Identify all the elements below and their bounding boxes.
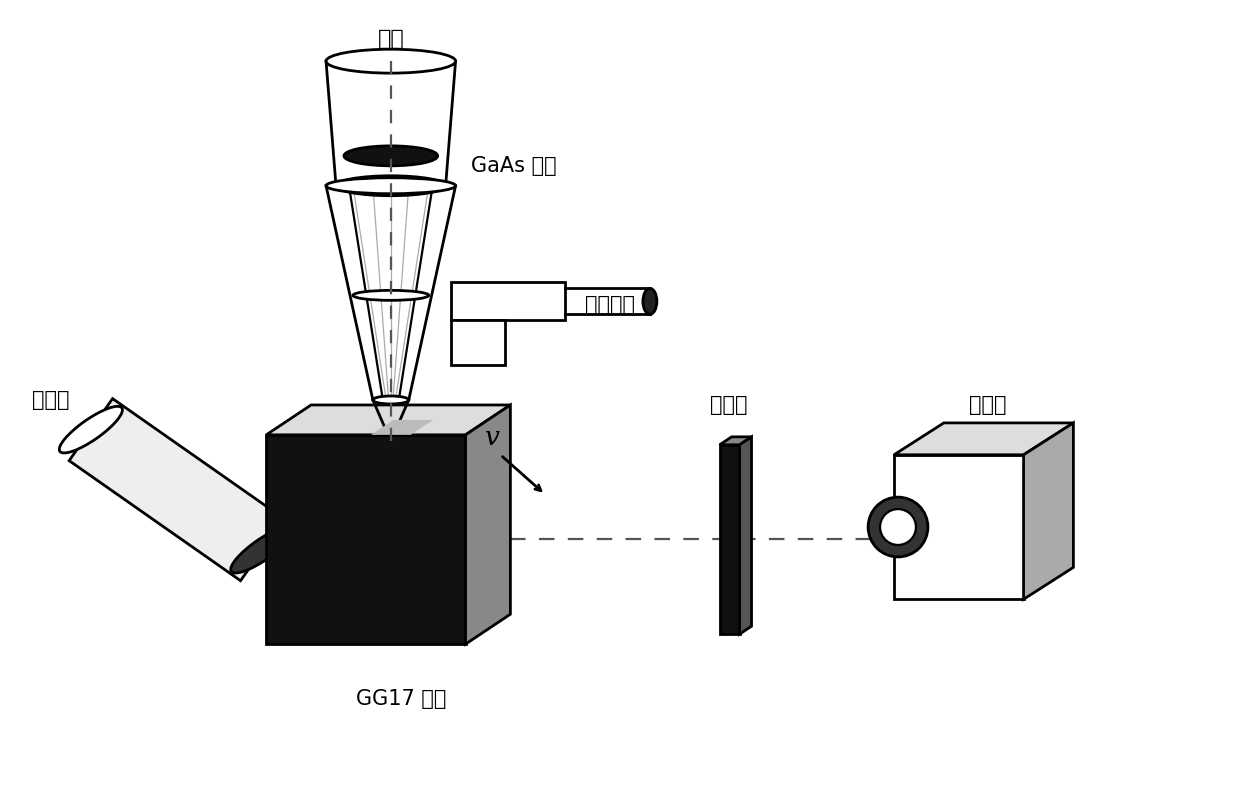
- Text: 滤光片: 滤光片: [709, 395, 748, 415]
- Polygon shape: [894, 423, 1074, 455]
- Text: GaAs 透镜: GaAs 透镜: [470, 156, 557, 176]
- Polygon shape: [267, 405, 511, 435]
- Polygon shape: [719, 445, 739, 634]
- Polygon shape: [371, 420, 433, 435]
- Ellipse shape: [336, 176, 445, 196]
- Polygon shape: [267, 435, 465, 644]
- Polygon shape: [450, 320, 506, 365]
- Text: v: v: [486, 424, 501, 450]
- Text: GG17 试件: GG17 试件: [356, 689, 446, 709]
- Ellipse shape: [231, 527, 294, 573]
- Ellipse shape: [60, 406, 123, 453]
- Polygon shape: [69, 399, 284, 581]
- Text: 保护气: 保护气: [32, 390, 69, 410]
- Ellipse shape: [880, 509, 916, 545]
- Ellipse shape: [642, 288, 657, 314]
- Polygon shape: [326, 61, 455, 185]
- Polygon shape: [450, 282, 565, 320]
- Ellipse shape: [353, 290, 429, 300]
- Polygon shape: [719, 437, 751, 445]
- Ellipse shape: [868, 497, 928, 557]
- Text: 摄像机: 摄像机: [968, 395, 1007, 415]
- Polygon shape: [894, 455, 1023, 599]
- Ellipse shape: [343, 146, 438, 166]
- Polygon shape: [739, 437, 751, 634]
- Ellipse shape: [373, 396, 409, 404]
- Ellipse shape: [326, 50, 455, 73]
- Text: 压缩气体: 压缩气体: [585, 296, 635, 315]
- Polygon shape: [1023, 423, 1074, 599]
- Text: 激光: 激光: [377, 29, 404, 50]
- Polygon shape: [465, 405, 511, 644]
- Polygon shape: [329, 185, 454, 400]
- Ellipse shape: [326, 178, 455, 193]
